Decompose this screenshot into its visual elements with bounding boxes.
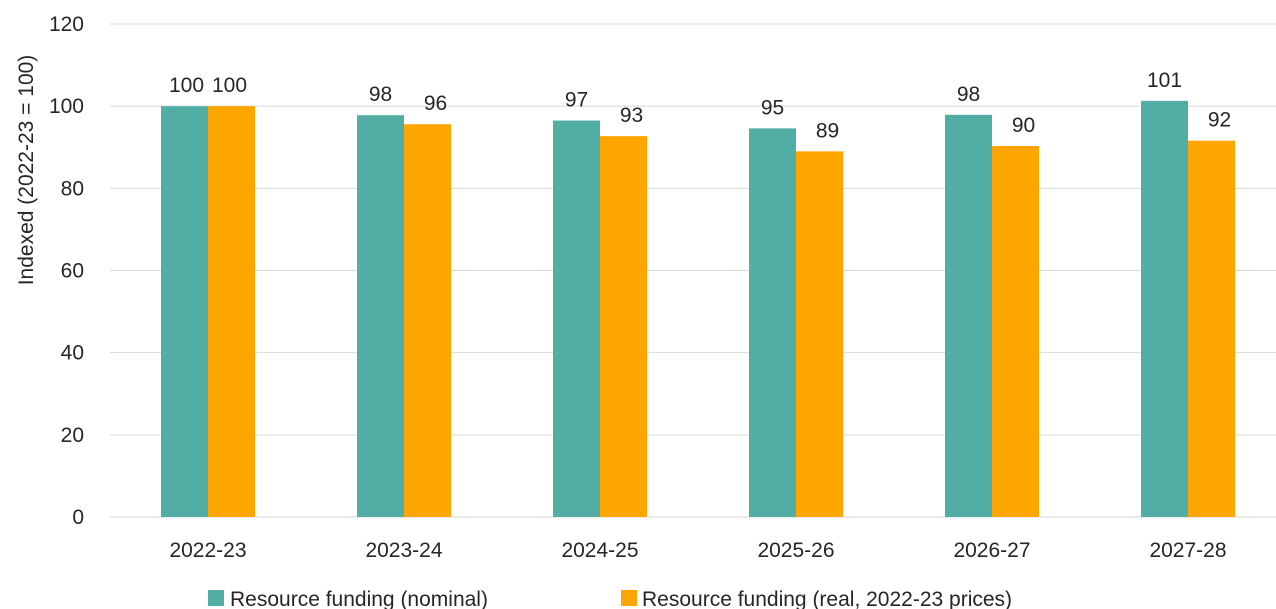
legend-label-real: Resource funding (real, 2022-23 prices) xyxy=(642,588,1012,609)
y-tick-label: 20 xyxy=(61,424,84,447)
bar-real-2025-26 xyxy=(796,151,843,517)
data-labels: 100 100 98 96 97 93 95 89 98 90 101 92 xyxy=(169,69,1231,143)
data-label: 95 xyxy=(761,96,784,119)
bar-nominal-2023-24 xyxy=(357,115,404,517)
x-tick-label: 2026-27 xyxy=(953,539,1030,562)
x-tick-label: 2025-26 xyxy=(757,539,834,562)
bars xyxy=(161,100,1235,518)
bar-real-2027-28 xyxy=(1188,140,1235,517)
data-label: 92 xyxy=(1208,109,1231,132)
legend-swatch-real xyxy=(621,590,637,606)
x-tick-label: 2027-28 xyxy=(1149,539,1226,562)
data-label: 96 xyxy=(424,92,447,115)
data-label: 90 xyxy=(1012,114,1035,137)
x-axis-labels: 2022-23 2023-24 2024-25 2025-26 2026-27 2027-… xyxy=(169,539,1226,562)
bar-nominal-2024-25 xyxy=(553,120,600,517)
x-tick-label: 2022-23 xyxy=(169,539,246,562)
x-tick-label: 2024-25 xyxy=(561,539,638,562)
bar-real-2026-27 xyxy=(992,146,1039,517)
y-tick-label: 80 xyxy=(61,177,84,200)
data-label: 101 xyxy=(1147,69,1182,92)
bar-real-2023-24 xyxy=(404,124,451,517)
bar-nominal-2022-23 xyxy=(161,106,208,518)
bar-nominal-2026-27 xyxy=(945,114,992,518)
legend: Resource funding (nominal) Resource fundi… xyxy=(208,588,1012,609)
data-label: 100 xyxy=(169,74,204,97)
legend-swatch-nominal xyxy=(208,590,224,606)
data-label: 97 xyxy=(565,89,588,112)
x-tick-label: 2023-24 xyxy=(365,539,442,562)
y-tick-label: 100 xyxy=(49,95,84,118)
bar-nominal-2025-26 xyxy=(749,128,796,517)
y-tick-label: 40 xyxy=(61,342,84,365)
data-label: 98 xyxy=(957,83,980,106)
bar-real-2024-25 xyxy=(600,136,647,517)
y-tick-label: 60 xyxy=(61,260,84,283)
y-axis-title: Indexed (2022-23 = 100) xyxy=(15,55,38,286)
y-tick-label: 0 xyxy=(72,506,84,529)
y-tick-label: 120 xyxy=(49,13,84,36)
y-axis-ticks: 0 20 40 60 80 100 120 xyxy=(49,13,84,529)
data-label: 98 xyxy=(369,83,392,106)
data-label: 89 xyxy=(816,119,839,142)
gridlines xyxy=(110,23,1276,518)
bar-nominal-2027-28 xyxy=(1141,100,1188,517)
data-label: 93 xyxy=(620,104,643,127)
legend-label-nominal: Resource funding (nominal) xyxy=(230,588,488,609)
data-label: 100 xyxy=(212,74,247,97)
bar-real-2022-23 xyxy=(208,106,255,518)
